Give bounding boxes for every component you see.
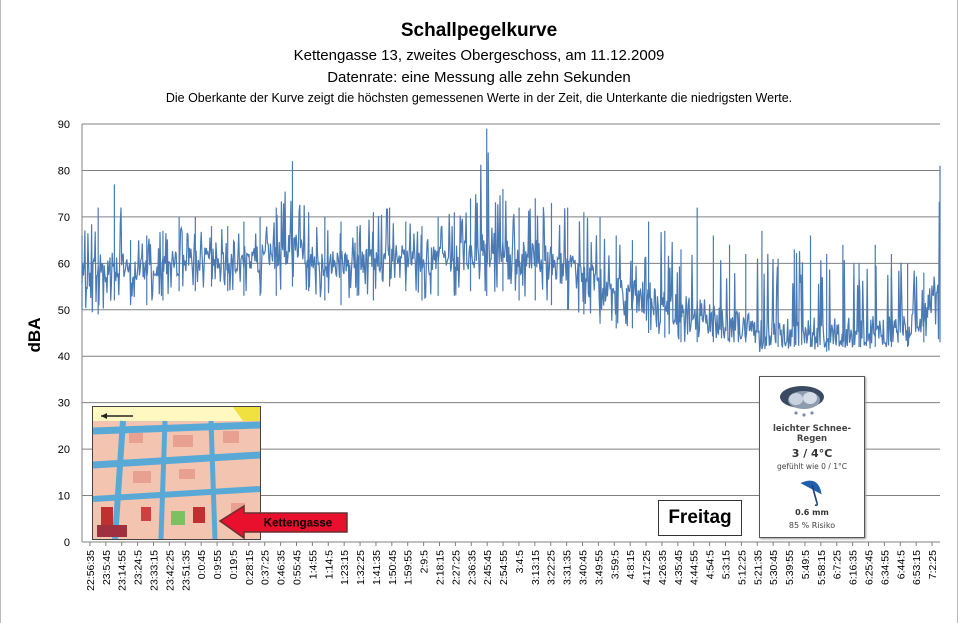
x-tick-label: 1:41:35 (371, 550, 383, 585)
x-tick-label: 1:59:55 (403, 550, 415, 585)
x-tick-label: 5:30:45 (768, 550, 780, 585)
weather-temperature: 3 / 4°C (791, 447, 833, 460)
x-tick-label: 2:45:45 (482, 550, 494, 585)
y-tick-label: 0 (64, 537, 70, 549)
x-tick-label: 4:44:55 (689, 550, 701, 585)
x-tick-label: 3:31:35 (562, 550, 574, 585)
x-tick-label: 6:25:45 (864, 550, 876, 585)
city-map-image (93, 407, 260, 539)
x-tick-label: 2:18:15 (435, 550, 447, 585)
snow-rain-cloud-icon (780, 386, 824, 417)
x-tick-label: 5:39:55 (784, 550, 796, 585)
y-tick-label: 80 (58, 165, 70, 177)
weather-widget: leichter Schnee-Regen 3 / 4°C gefühlt wi… (759, 376, 865, 538)
x-tick-label: 23:51:35 (180, 550, 192, 591)
series-line (81, 152, 940, 353)
y-tick-label: 50 (58, 305, 70, 317)
x-tick-label: 0:37:25 (260, 550, 272, 585)
chart-subtitle-datarate: Datenrate: eine Messung alle zehn Sekund… (327, 69, 631, 86)
series-layer (81, 128, 941, 353)
x-tick-label: 6:44:5 (895, 550, 907, 579)
y-tick-label: 30 (58, 398, 70, 410)
x-tick-label: 3:49:55 (593, 550, 605, 585)
weather-risk: 85 % Risiko (788, 521, 836, 530)
y-axis-label: dBA (25, 318, 44, 353)
x-tick-label: 1:50:45 (387, 550, 399, 585)
y-tick-label: 90 (58, 119, 70, 131)
x-tick-label: 6:16:35 (848, 550, 860, 585)
city-map-inset (92, 406, 261, 540)
x-tick-label: 4:26:35 (657, 550, 669, 585)
x-tick-label: 3:13:15 (530, 550, 542, 585)
x-tick-label: 0:0:45 (196, 550, 208, 579)
x-tick-label: 1:14:5 (323, 550, 335, 579)
x-tick-label: 1:4:55 (307, 550, 319, 579)
x-tick-label: 3:22:25 (546, 550, 558, 585)
x-tick-label: 3:59:5 (609, 550, 621, 579)
x-tick-label: 5:12:25 (736, 550, 748, 585)
weather-feels-like: gefühlt wie 0 / 1°C (777, 462, 847, 471)
chart-subtitle-note: Die Oberkante der Kurve zeigt die höchst… (165, 91, 793, 105)
arrow-label: Kettengasse (264, 518, 332, 530)
y-tick-label: 10 (58, 491, 70, 503)
x-tick-label: 23:33:15 (149, 550, 161, 591)
x-tick-label: 2:9:5 (419, 550, 431, 574)
x-tick-label: 2:54:55 (498, 550, 510, 585)
x-tick-label: 2:27:25 (450, 550, 462, 585)
x-axis-ticks: 22:56:35 23:5:45 23:14:55 23:24:5 23:33:15 23… (85, 542, 939, 591)
x-tick-label: 0:9:55 (212, 550, 224, 579)
weekday-label: Freitag (658, 500, 742, 536)
x-tick-label: 22:56:35 (85, 550, 97, 591)
umbrella-icon (800, 480, 822, 506)
x-tick-label: 1:32:25 (355, 550, 367, 585)
y-axis-ticks: 0 10 20 30 40 50 60 70 80 90 (58, 119, 70, 549)
x-tick-label: 5:49:5 (800, 550, 812, 579)
x-tick-label: 4:35:45 (673, 550, 685, 585)
x-tick-label: 6:34:55 (879, 550, 891, 585)
x-tick-label: 1:23:15 (339, 550, 351, 585)
x-tick-label: 5:3:15 (721, 550, 733, 579)
x-tick-label: 23:14:55 (117, 550, 129, 591)
x-tick-label: 4:8:15 (625, 550, 637, 579)
x-tick-label: 23:42:25 (164, 550, 176, 591)
x-tick-label: 7:2:25 (927, 550, 939, 579)
x-tick-label: 4:54:5 (705, 550, 717, 579)
chart-title: Schallpegelkurve (400, 20, 558, 41)
x-tick-label: 0:55:45 (292, 550, 304, 585)
x-tick-label: 3:4:5 (514, 550, 526, 574)
x-tick-label: 6:53:15 (911, 550, 923, 585)
x-tick-label: 0:28:15 (244, 550, 256, 585)
y-tick-label: 70 (58, 212, 70, 224)
x-tick-label: 4:17:25 (641, 550, 653, 585)
weather-description: leichter Schnee-Regen (773, 424, 851, 444)
x-tick-label: 6:7:25 (832, 550, 844, 579)
chart-subtitle-location: Kettengasse 13, zweites Obergeschoss, am… (293, 47, 665, 64)
x-tick-label: 23:24:5 (133, 550, 145, 585)
x-tick-label: 0:46:35 (276, 550, 288, 585)
x-tick-label: 3:40:45 (578, 550, 590, 585)
x-tick-label: 23:5:45 (101, 550, 113, 585)
x-tick-label: 0:19:5 (228, 550, 240, 579)
weather-precipitation: 0.6 mm (795, 508, 829, 517)
x-tick-label: 5:58:15 (816, 550, 828, 585)
x-tick-label: 2:36:35 (466, 550, 478, 585)
y-tick-label: 20 (58, 444, 70, 456)
kettengasse-arrow: Kettengasse (218, 504, 348, 540)
y-tick-label: 40 (58, 351, 70, 363)
x-tick-label: 5:21:35 (752, 550, 764, 585)
arrow-shape (218, 504, 348, 540)
y-tick-label: 60 (58, 258, 70, 270)
